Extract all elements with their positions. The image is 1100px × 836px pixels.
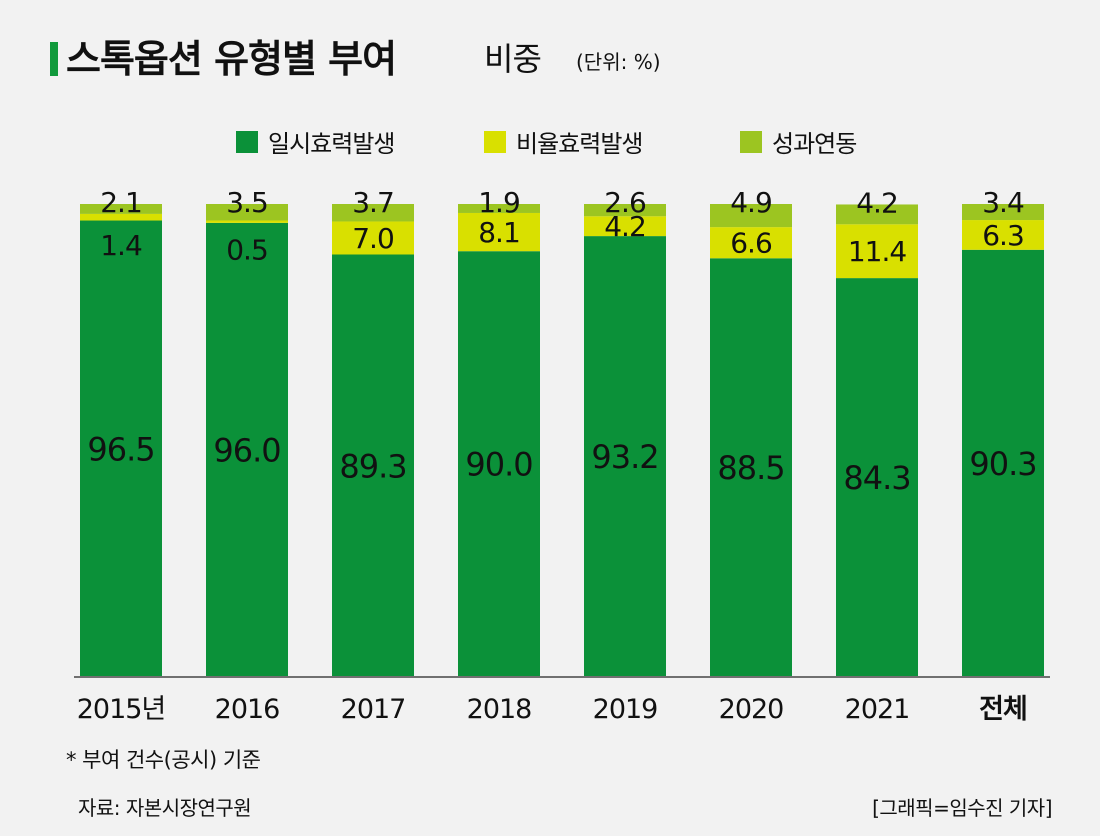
bar-segment-performance [836,204,918,225]
data-label-instant: 96.0 [213,431,280,469]
x-tick-label: 2016 [215,694,280,725]
bar-segment-instant [962,249,1044,676]
data-label-performance: 2.6 [604,186,646,219]
data-label-instant: 84.3 [843,459,910,497]
legend: 일시효력발생 비율효력발생 성과연동 [0,124,1100,159]
bar-segment-ratio [584,216,666,237]
legend-swatch-ratio [484,130,506,153]
bar-segment-performance [80,204,162,214]
bar-segment-performance [458,204,540,213]
bar-segment-ratio [206,220,288,223]
bar-segment-instant [710,258,792,676]
bar-segment-instant [458,251,540,676]
legend-item-ratio: 비율효력발생 [484,124,643,159]
footnote: * 부여 건수(공시) 기준 [66,748,261,772]
data-label-ratio: 4.2 [604,210,646,243]
source-label: 자료: 자본시장연구원 [78,796,252,820]
data-label-instant: 90.0 [465,446,532,484]
bar-segment-ratio [332,221,414,255]
bar-segment-ratio [962,220,1044,250]
bar-segment-instant [332,254,414,676]
x-tick-label: 2018 [467,694,532,725]
data-label-instant: 90.3 [969,445,1036,483]
bar-segment-performance [332,204,414,222]
graphic-credit: [그래픽=임수진 기자] [872,796,1052,820]
title-accent-bar [50,42,58,76]
data-label-performance: 2.1 [100,186,142,219]
bar-segment-performance [584,204,666,217]
stacked-bar-chart: 96.5 1.4 2.1 2015년 96.0 0.5 3.5 2016 89.3 7.03.7 2… [74,186,1050,725]
legend-label-ratio: 비율효력발생 [516,130,643,158]
bar-segment-performance [710,204,792,228]
data-label-instant: 96.5 [87,430,154,468]
data-label-performance: 4.9 [730,186,772,219]
data-label-ratio: 8.1 [478,216,520,249]
bar-segment-instant [836,278,918,676]
legend-item-instant: 일시효력발생 [236,124,395,159]
data-label-ratio: 7.0 [352,222,394,255]
x-tick-label: 2020 [719,694,784,725]
bar-segment-ratio [458,212,540,252]
bar-segment-ratio [836,224,918,279]
legend-label-performance: 성과연동 [772,130,857,158]
bar-segment-ratio [80,213,162,221]
data-label-performance: 1.9 [478,186,520,219]
data-label-instant: 88.5 [717,449,784,487]
x-tick-label: 2017 [341,694,406,725]
bar-segment-performance [962,204,1044,221]
x-tick-label: 2019 [593,694,658,725]
x-tick-label: 전체 [979,694,1027,725]
chart-title: 스톡옵션 유형별 부여 [66,37,397,81]
bar-segment-instant [80,220,162,676]
data-label-performance: 3.5 [226,186,268,219]
data-label-ratio: 6.3 [982,219,1024,252]
bar-segment-ratio [710,227,792,259]
legend-swatch-instant [236,130,258,153]
bar-segment-instant [206,222,288,676]
data-label-instant: 93.2 [591,438,658,476]
legend-swatch-performance [740,130,762,153]
x-tick-label: 2021 [845,694,910,725]
data-label-performance: 4.2 [856,186,898,219]
legend-item-performance: 성과연동 [740,124,857,159]
chart-subtitle: 비중 [484,40,542,78]
data-label-performance: 3.7 [352,186,394,219]
data-label-ratio: 0.5 [226,234,268,267]
data-label-instant: 89.3 [339,447,406,485]
data-label-ratio: 11.4 [848,235,907,268]
x-tick-label: 2015년 [77,694,166,725]
legend-label-instant: 일시효력발생 [268,130,395,158]
bar-segment-instant [584,236,666,676]
data-label-ratio: 6.6 [730,227,772,260]
data-label-performance: 3.4 [982,186,1024,219]
unit-label: (단위: %) [576,50,661,74]
data-label-ratio: 1.4 [100,229,142,262]
bar-segment-performance [206,204,288,221]
